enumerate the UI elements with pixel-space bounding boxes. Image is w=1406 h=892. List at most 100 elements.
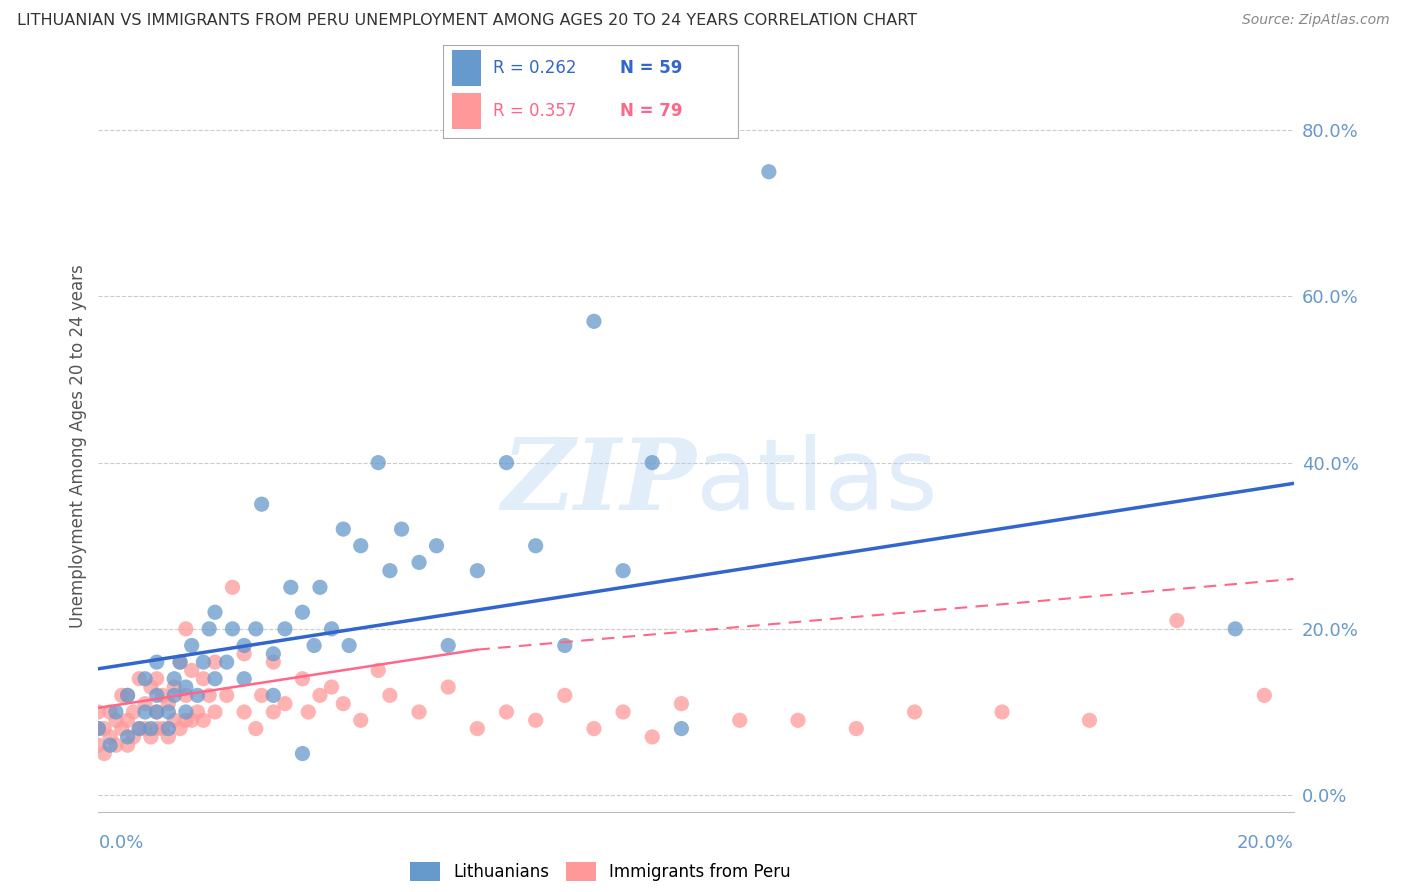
Point [582,314,605,328]
Point [111,689,134,703]
Point [139,722,162,736]
Point [87,705,110,719]
Point [204,672,226,686]
Point [1166,614,1188,628]
Point [104,705,127,719]
Point [128,672,150,686]
Point [204,655,226,669]
Point [495,456,517,470]
Y-axis label: Unemployment Among Ages 20 to 24 years: Unemployment Among Ages 20 to 24 years [69,264,87,628]
Point [163,680,186,694]
Point [111,722,134,736]
Point [104,738,127,752]
Point [367,456,389,470]
Point [467,564,489,578]
Point [467,722,489,736]
Point [262,655,284,669]
Point [291,672,314,686]
Point [391,522,413,536]
Point [297,705,319,719]
Point [134,722,156,736]
Point [152,722,174,736]
Point [145,705,167,719]
Point [250,497,273,511]
Point [204,605,226,619]
Point [117,689,139,703]
Point [408,705,430,719]
Point [215,689,238,703]
Text: LITHUANIAN VS IMMIGRANTS FROM PERU UNEMPLOYMENT AMONG AGES 20 TO 24 YEARS CORREL: LITHUANIAN VS IMMIGRANTS FROM PERU UNEMP… [17,13,917,29]
Point [157,705,180,719]
Point [262,689,284,703]
Point [117,730,139,744]
Point [262,705,284,719]
Point [193,672,215,686]
Point [193,714,215,728]
Point [233,647,256,661]
Point [274,622,297,636]
Text: R = 0.262: R = 0.262 [494,59,576,77]
Point [425,539,447,553]
Point [134,705,156,719]
Point [671,697,693,711]
Point [180,714,202,728]
Point [221,580,243,594]
Point [1253,689,1275,703]
Point [152,689,174,703]
Point [134,672,156,686]
Point [87,738,110,752]
Point [612,705,634,719]
Text: 0.0%: 0.0% [98,834,143,852]
Point [332,522,354,536]
Text: R = 0.357: R = 0.357 [494,102,576,120]
Point [437,680,460,694]
Point [174,689,197,703]
Point [378,689,401,703]
Point [98,705,121,719]
Point [554,639,576,653]
Point [221,622,243,636]
Point [157,722,180,736]
Point [145,689,167,703]
Point [180,664,202,678]
Point [337,639,360,653]
Point [204,705,226,719]
Point [233,672,256,686]
Point [93,722,115,736]
Text: atlas: atlas [696,434,938,531]
Point [139,680,162,694]
Text: N = 59: N = 59 [620,59,682,77]
Point [157,730,180,744]
Text: ZIP: ZIP [501,434,696,531]
Point [758,164,780,178]
Point [1225,622,1247,636]
Point [495,705,517,719]
Point [198,689,221,703]
FancyBboxPatch shape [451,94,481,129]
Point [128,722,150,736]
Point [117,714,139,728]
Point [233,705,256,719]
Point [104,714,127,728]
Point [145,672,167,686]
Point [87,722,110,736]
Point [250,689,273,703]
Point [641,730,664,744]
Point [93,747,115,761]
Point [180,639,202,653]
Point [98,730,121,744]
Point [233,639,256,653]
Text: N = 79: N = 79 [620,102,682,120]
Point [174,622,197,636]
Point [117,738,139,752]
Point [554,689,576,703]
Point [174,705,197,719]
Point [245,622,267,636]
Text: Source: ZipAtlas.com: Source: ZipAtlas.com [1241,13,1389,28]
Point [321,622,343,636]
Point [174,680,197,694]
Point [198,622,221,636]
Point [262,647,284,661]
Point [245,722,267,736]
Point [169,722,191,736]
